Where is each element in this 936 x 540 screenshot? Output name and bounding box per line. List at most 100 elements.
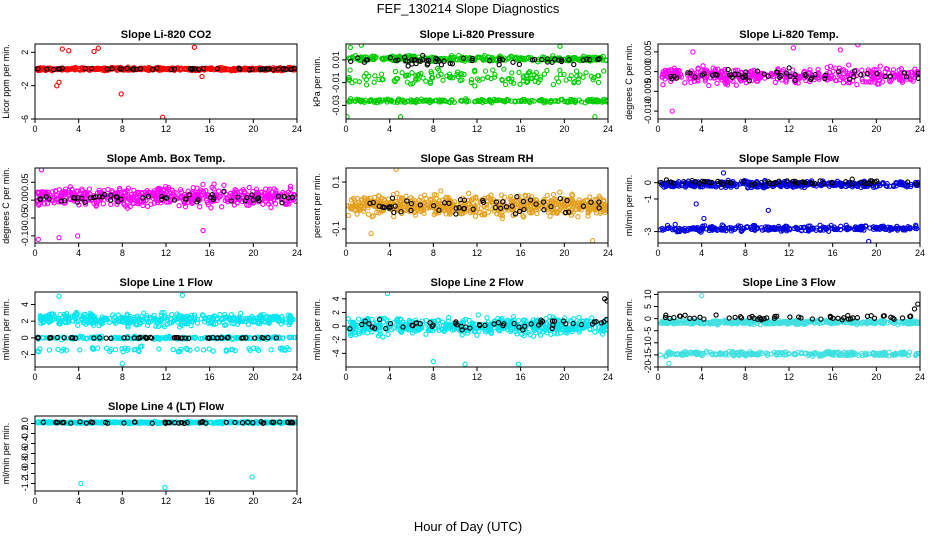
data-point: [154, 199, 161, 206]
chart-title: Slope Li-820 CO2: [121, 29, 211, 41]
data-point: [871, 66, 877, 73]
data-point: [86, 186, 93, 192]
data-point: [562, 202, 568, 208]
data-point: [423, 201, 430, 208]
data-point: [465, 190, 472, 197]
data-point: [550, 191, 557, 198]
y-tick-label: -0.03: [331, 95, 341, 116]
data-point: [702, 68, 708, 74]
data-point: [675, 181, 681, 187]
data-point: [239, 318, 245, 324]
data-point: [871, 224, 877, 230]
data-point: [580, 203, 587, 209]
x-tick-label: 0: [343, 124, 348, 134]
data-point: [907, 181, 914, 188]
data-point: [666, 67, 672, 73]
data-point: [217, 311, 223, 318]
series-all-slopes: [346, 168, 608, 243]
data-point: [555, 98, 561, 105]
data-point: [151, 312, 157, 319]
data-point: [660, 82, 666, 88]
data-point: [197, 204, 203, 210]
data-point: [792, 180, 798, 186]
data-point: [258, 189, 265, 195]
data-point: [592, 329, 598, 335]
data-point: [101, 66, 108, 72]
data-point: [110, 312, 116, 318]
data-point: [672, 226, 678, 233]
data-point: [386, 204, 393, 210]
data-point: [380, 76, 386, 83]
data-point: [143, 315, 149, 321]
data-point: [503, 204, 510, 210]
data-point: [758, 225, 765, 231]
data-point: [155, 323, 162, 329]
data-point: [723, 228, 729, 234]
data-point: [828, 75, 834, 82]
data-point: [41, 201, 48, 207]
data-point: [416, 71, 422, 78]
data-point: [477, 98, 483, 104]
data-point: [880, 224, 886, 230]
data-point: [114, 65, 120, 71]
data-point: [544, 56, 551, 62]
data-point: [575, 76, 581, 82]
data-point: [380, 57, 387, 63]
data-point: [272, 314, 278, 321]
data-point: [860, 79, 866, 85]
series-mean: [348, 52, 602, 69]
data-point: [408, 207, 414, 214]
data-point: [567, 99, 574, 105]
data-point: [672, 68, 678, 74]
data-point: [412, 99, 419, 105]
data-point: [877, 63, 883, 69]
data-point: [40, 335, 47, 341]
data-point-outlier: [590, 238, 596, 243]
y-axis-label: ml/min per min.: [312, 299, 322, 361]
x-tick-label: 24: [915, 124, 925, 134]
data-point: [100, 201, 106, 207]
data-point: [221, 182, 227, 188]
data-point: [527, 197, 534, 203]
data-point: [430, 203, 437, 209]
data-point: [137, 335, 143, 341]
data-point: [524, 203, 530, 209]
data-point: [104, 196, 111, 202]
data-point: [517, 81, 523, 87]
data-point: [248, 200, 254, 206]
data-point: [129, 196, 136, 202]
data-point: [516, 69, 522, 75]
data-point: [194, 320, 201, 326]
data-point: [365, 196, 371, 202]
data-point: [119, 66, 125, 72]
data-point: [279, 200, 285, 206]
x-tick-label: 4: [699, 124, 704, 134]
data-point: [237, 66, 243, 72]
data-point: [165, 66, 171, 72]
data-point: [565, 209, 572, 215]
data-point: [433, 58, 439, 65]
data-point: [182, 320, 188, 326]
data-point: [185, 335, 192, 341]
data-point: [373, 98, 379, 104]
data-point: [915, 70, 920, 76]
data-point: [446, 74, 453, 80]
data-point: [538, 96, 545, 103]
data-point: [559, 96, 565, 103]
data-point: [532, 56, 538, 63]
data-point: [658, 179, 664, 186]
data-point: [805, 223, 811, 229]
x-tick-label: 20: [559, 124, 569, 134]
data-point: [421, 210, 427, 216]
data-point: [859, 67, 865, 73]
data-point: [587, 194, 593, 200]
data-point: [771, 224, 777, 231]
data-point: [785, 73, 791, 79]
data-point: [279, 347, 285, 353]
data-point: [597, 208, 603, 214]
data-point: [55, 315, 61, 322]
data-point: [570, 206, 576, 212]
data-point: [457, 71, 463, 78]
data-point: [500, 199, 506, 205]
data-point: [538, 74, 544, 80]
